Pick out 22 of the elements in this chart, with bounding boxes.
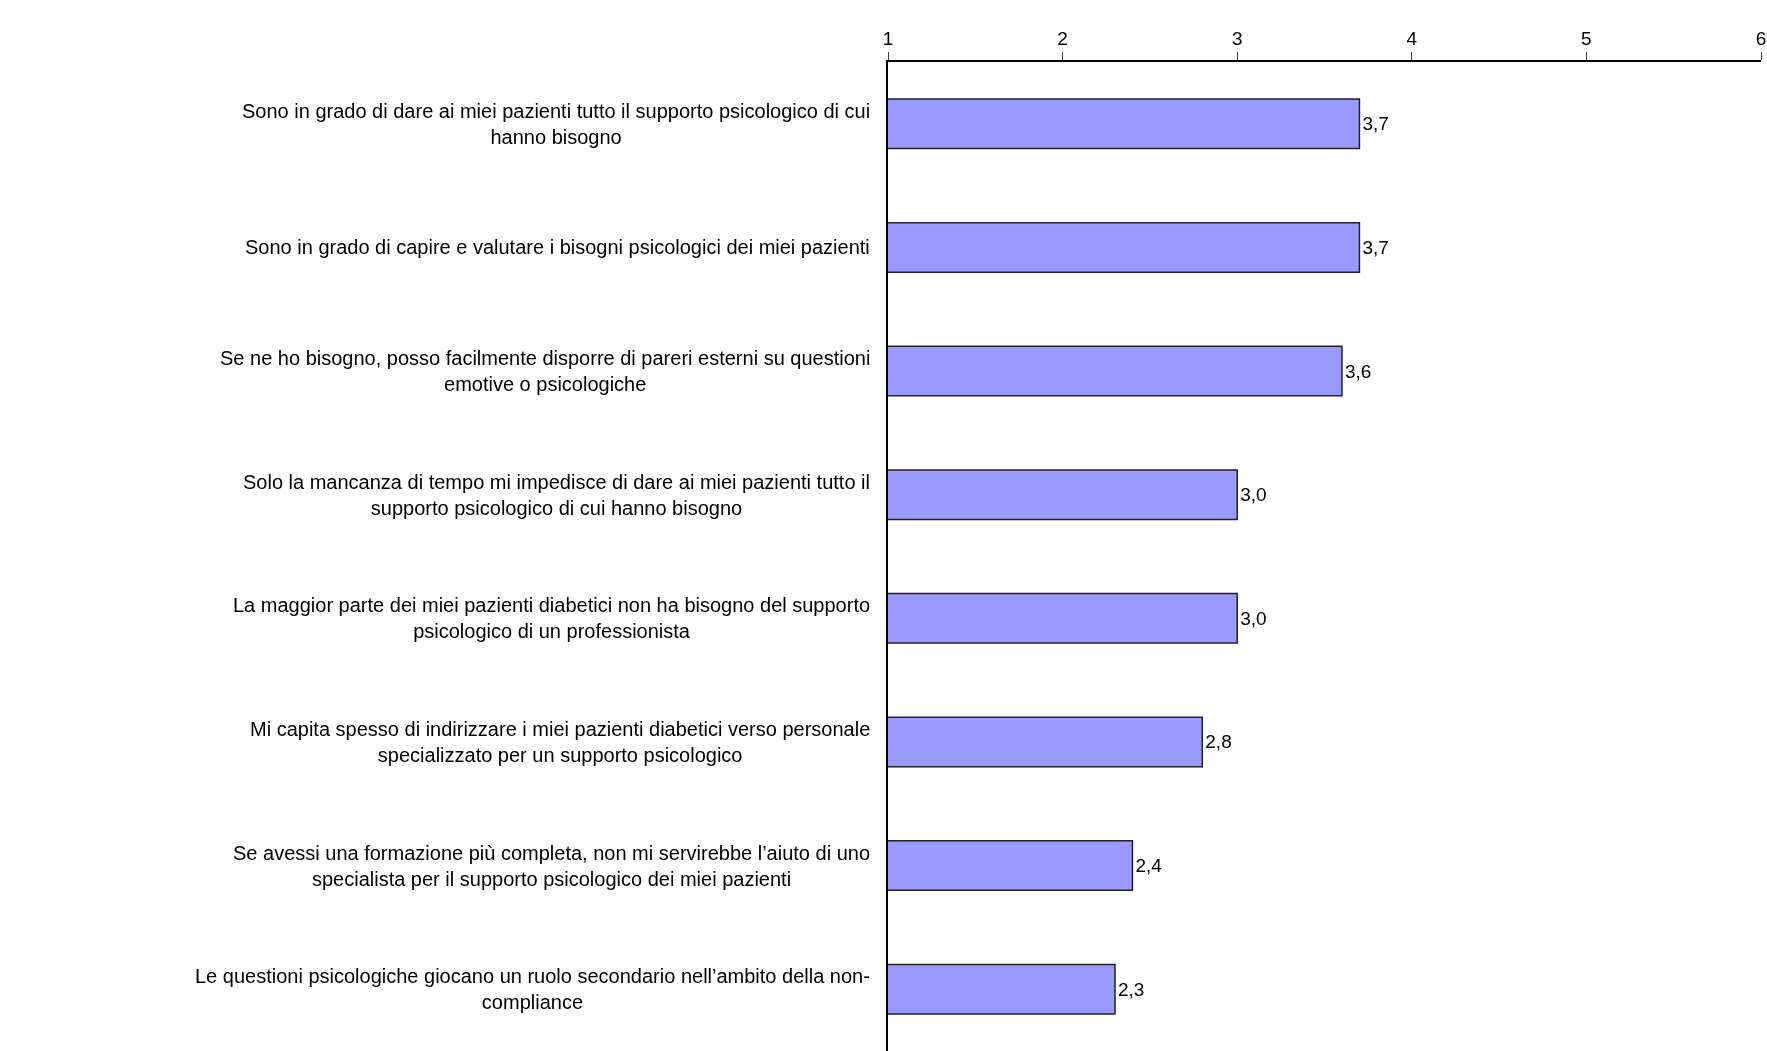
x-tick-label: 2	[1057, 27, 1068, 49]
data-label: 3,0	[1240, 484, 1267, 506]
data-label: 2,8	[1205, 731, 1232, 753]
data-label: 3,6	[1344, 360, 1372, 382]
y-tick-label: Se avessi una formazione più completa, non mi servirebbe l’aiuto di uno specialista per il supporto psicologico dei miei pazienti	[233, 842, 871, 890]
x-tick-label: 4	[1406, 27, 1418, 49]
data-label: 2,4	[1135, 855, 1163, 877]
x-tick-label: 3	[1231, 27, 1243, 49]
x-tick-label: 1	[882, 27, 894, 49]
y-tick-label: Mi capita spesso di indirizzare i miei pazienti diabetici verso personale specializzato per un supporto psicologico	[250, 718, 871, 766]
data-label: 3,7	[1362, 236, 1389, 258]
y-tick-label: Sono in grado di dare ai miei pazienti tutto il supporto psicologico di cui hanno bisogno	[242, 100, 871, 148]
y-tick-label: Le questioni psicologiche giocano un ruolo secondario nell’ambito della non-compliance	[195, 965, 870, 1013]
x-tick-label: 5	[1581, 27, 1592, 49]
y-tick-label: Sono in grado di capire e valutare i bisogni psicologici dei miei pazienti	[245, 236, 870, 258]
y-tick-label: Se ne ho bisogno, posso facilmente disporre di pareri esterni su questioni emotive o psicologiche	[220, 347, 871, 395]
x-tick-label: 6	[1755, 27, 1767, 49]
data-label: 3,7	[1362, 113, 1389, 135]
data-label: 3,0	[1240, 607, 1267, 629]
data-label: 2,3	[1117, 978, 1145, 1000]
y-tick-label: Solo la mancanza di tempo mi impedisce di dare ai miei pazienti tutto il supporto psicologico di cui hanno bisogno	[243, 471, 870, 519]
y-tick-label: La maggior parte dei miei pazienti diabetici non ha bisogno del supporto psicologico di un professionista	[233, 594, 871, 642]
